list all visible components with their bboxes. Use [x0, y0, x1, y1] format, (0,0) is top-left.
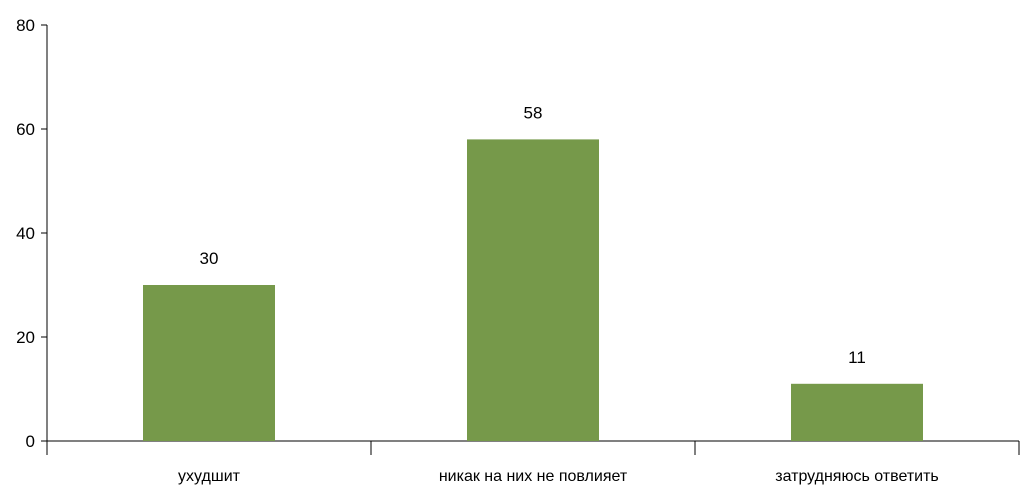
x-category-label: ухудшит: [178, 468, 241, 485]
y-axis: 0 20 40 60 80: [16, 16, 48, 455]
bar: [143, 285, 275, 441]
x-category-label: никак на них не повлияет: [439, 468, 628, 485]
bar: [467, 139, 599, 441]
x-axis: ухудшит никак на них не повлияет затрудняю…: [46, 440, 1020, 485]
data-labels: 30 58 11: [200, 103, 866, 366]
x-category-label: затрудняюсь ответить: [775, 468, 939, 485]
bars: [143, 139, 923, 441]
y-tick-label: 60: [16, 120, 35, 139]
y-tick-label: 80: [16, 16, 35, 35]
y-tick-label: 40: [16, 224, 35, 243]
bar-value-label: 30: [200, 249, 219, 268]
y-tick-label: 0: [26, 432, 35, 451]
bar: [791, 383, 923, 441]
bar-value-label: 58: [524, 103, 543, 122]
bar-value-label: 11: [848, 348, 866, 367]
y-tick-label: 20: [16, 328, 35, 347]
